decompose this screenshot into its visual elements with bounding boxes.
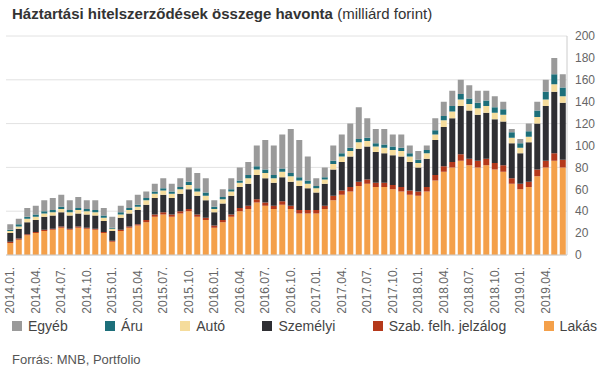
html-text:Áru: Áru bbox=[121, 318, 143, 334]
svg-text:100: 100 bbox=[575, 139, 595, 153]
html-text:Háztartási hitelszerződések ös: Háztartási hitelszerződések összege havo… bbox=[12, 5, 433, 22]
svg-text:180: 180 bbox=[575, 51, 595, 65]
svg-text:140: 140 bbox=[575, 95, 595, 109]
svg-text:2018.01.: 2018.01. bbox=[411, 267, 425, 313]
svg-text:40: 40 bbox=[575, 204, 589, 218]
svg-text:2017.10.: 2017.10. bbox=[386, 267, 400, 313]
svg-text:2014.10.: 2014.10. bbox=[80, 267, 94, 313]
svg-text:2016.07.: 2016.07. bbox=[258, 267, 272, 313]
svg-text:0: 0 bbox=[575, 248, 582, 262]
svg-text:2016.01.: 2016.01. bbox=[207, 267, 221, 313]
svg-text:2015.10.: 2015.10. bbox=[182, 267, 196, 313]
svg-text:120: 120 bbox=[575, 117, 595, 131]
svg-text:2014.07.: 2014.07. bbox=[54, 267, 68, 313]
svg-text:2016.04.: 2016.04. bbox=[233, 267, 247, 313]
svg-text:2017.07.: 2017.07. bbox=[360, 267, 374, 313]
svg-text:2018.07.: 2018.07. bbox=[462, 267, 476, 313]
svg-text:2018.04.: 2018.04. bbox=[437, 267, 451, 313]
svg-text:2014.04.: 2014.04. bbox=[29, 267, 43, 313]
svg-text:2018.10.: 2018.10. bbox=[488, 267, 502, 313]
svg-text:160: 160 bbox=[575, 73, 595, 87]
svg-text:2019.04.: 2019.04. bbox=[539, 267, 553, 313]
html-text:Lakás: Lakás bbox=[559, 318, 597, 334]
svg-text:80: 80 bbox=[575, 161, 589, 175]
svg-text:2017.01.: 2017.01. bbox=[309, 267, 323, 313]
svg-text:2014.01.: 2014.01. bbox=[3, 267, 17, 313]
html-text:Forrás: MNB, Portfolio: Forrás: MNB, Portfolio bbox=[12, 352, 141, 367]
svg-text:2015.01.: 2015.01. bbox=[105, 267, 119, 313]
svg-text:60: 60 bbox=[575, 183, 589, 197]
svg-text:2016.10.: 2016.10. bbox=[284, 267, 298, 313]
html-text:Szab. felh. jelzálog: Szab. felh. jelzálog bbox=[388, 318, 507, 334]
svg-text:200: 200 bbox=[575, 29, 595, 43]
svg-text:2015.04.: 2015.04. bbox=[131, 267, 145, 313]
html-text:Személyi: Személyi bbox=[278, 318, 336, 334]
html-text:Autó: Autó bbox=[196, 318, 226, 334]
svg-text:2019.01.: 2019.01. bbox=[513, 267, 527, 313]
svg-text:2015.07.: 2015.07. bbox=[156, 267, 170, 313]
html-text:Egyéb: Egyéb bbox=[28, 318, 68, 334]
svg-text:2017.04.: 2017.04. bbox=[335, 267, 349, 313]
svg-text:20: 20 bbox=[575, 226, 589, 240]
